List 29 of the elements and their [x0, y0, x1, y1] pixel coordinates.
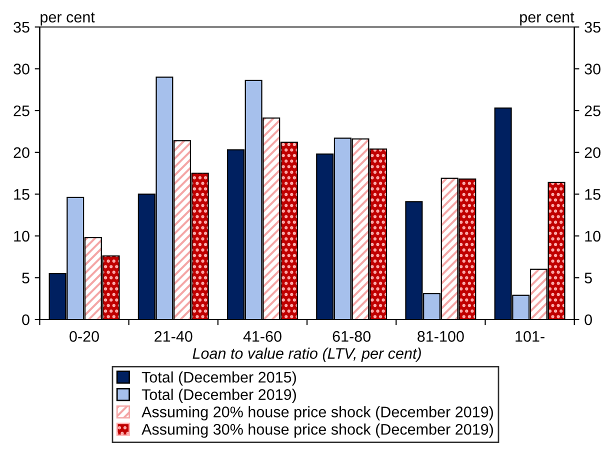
- y-tick-label: 20: [14, 147, 30, 158]
- y-tick-label: 35: [14, 22, 30, 33]
- y2-tick-label: 5: [584, 272, 592, 284]
- x-tick-label: 61-80: [332, 331, 371, 342]
- y-tick-label: 15: [14, 189, 30, 200]
- y2-tick-label: 0: [584, 314, 592, 326]
- y2-tick-label: 35: [584, 22, 600, 33]
- x-tick-label: 101-: [516, 331, 544, 342]
- x-tick-label: 41-60: [243, 331, 282, 342]
- x-tick-label: 0-20: [70, 331, 99, 342]
- y-tick-label: 0: [22, 314, 30, 326]
- legend-label: Total (December 2019): [142, 388, 296, 404]
- x-axis-title: Loan to value ratio (LTV, per cent): [192, 348, 421, 362]
- y2-tick-label: 25: [584, 105, 600, 116]
- legend-label: Assuming 20% house price shock (December 2019): [142, 406, 493, 420]
- y-axis-title: per cent: [40, 12, 95, 26]
- y2-tick-label: 20: [584, 147, 600, 158]
- legend-label: Assuming 30% house price shock (December 2019): [142, 424, 493, 438]
- x-tick-label: 21-40: [154, 331, 192, 342]
- x-tick-label: 81-100: [418, 331, 464, 342]
- y2-axis-title: per cent: [520, 12, 574, 26]
- y-tick-label: 10: [14, 230, 30, 242]
- y2-tick-label: 30: [584, 64, 600, 74]
- y-tick-label: 30: [14, 64, 30, 74]
- y-tick-label: 5: [22, 272, 30, 284]
- legend-label: Total (December 2015): [142, 371, 296, 386]
- y2-tick-label: 15: [585, 189, 600, 200]
- y2-tick-label: 10: [585, 230, 600, 242]
- y-tick-label: 25: [14, 105, 30, 116]
